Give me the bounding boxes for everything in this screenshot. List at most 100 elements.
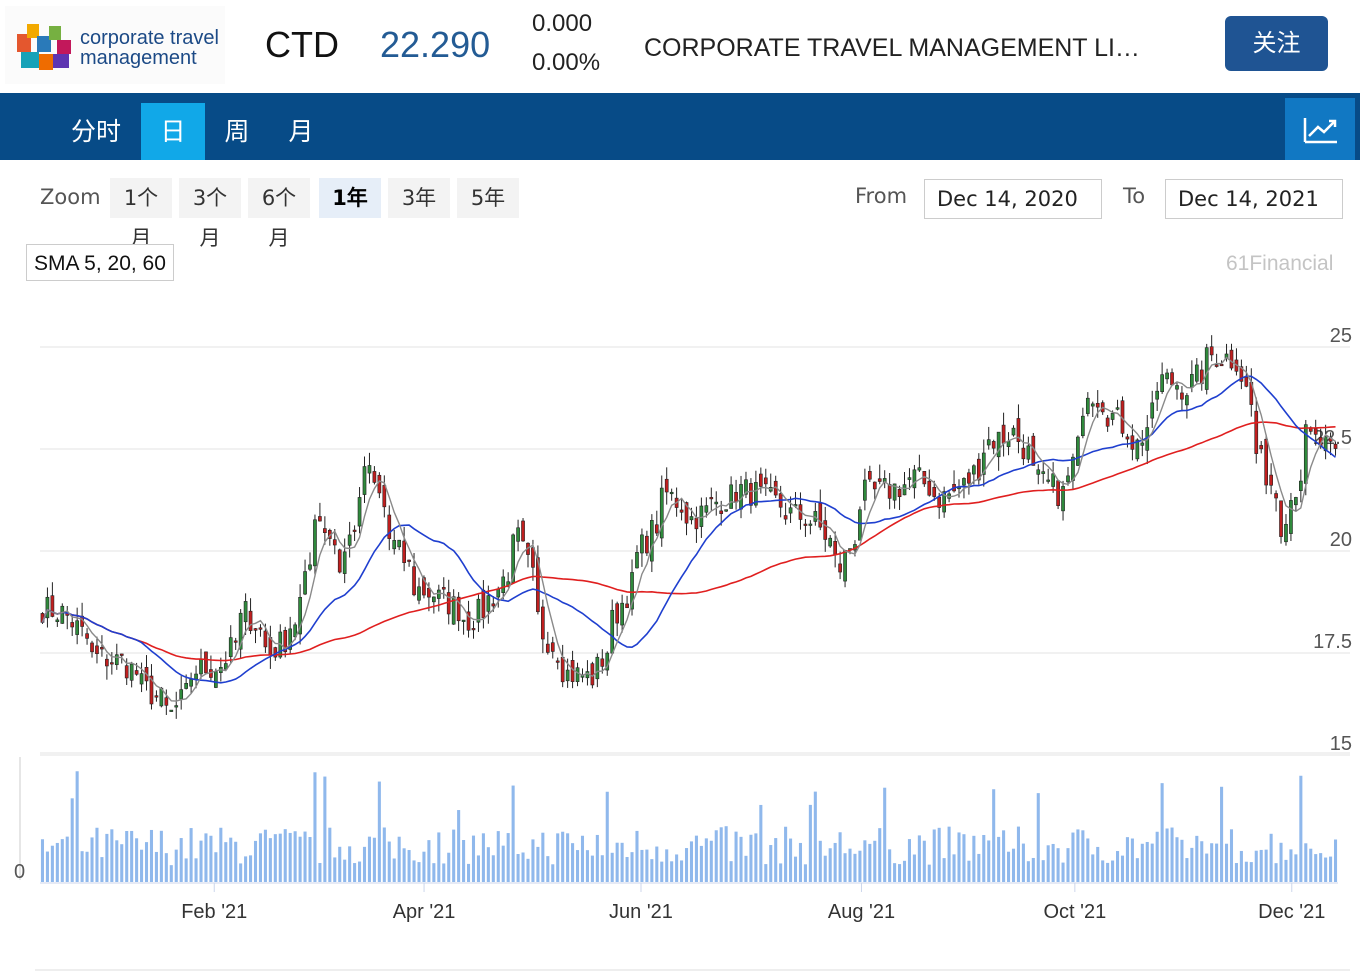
volume-bar [561, 831, 565, 882]
volume-bar [353, 863, 357, 882]
candle-body [372, 471, 377, 483]
candle-body [917, 467, 922, 471]
candle-body [823, 520, 828, 540]
volume-bar [893, 863, 897, 882]
volume-bar [789, 838, 793, 882]
volume-bar [1101, 860, 1105, 882]
sma-indicator-label[interactable]: SMA 5, 20, 60 [26, 244, 174, 281]
candle-body [164, 697, 169, 706]
candle-body [729, 484, 733, 509]
candle-body [303, 571, 307, 595]
candle-body [90, 642, 94, 653]
x-tick-label: Dec '21 [1258, 901, 1325, 923]
candle-body [1110, 413, 1115, 420]
follow-button[interactable]: 关注 [1225, 16, 1328, 71]
volume-bar [1170, 827, 1174, 882]
volume-bar [729, 861, 733, 882]
volume-bar [838, 832, 842, 882]
volume-bar [818, 840, 822, 882]
candle-body [863, 479, 867, 501]
volume-bar [665, 849, 669, 882]
volume-bar [164, 853, 168, 882]
zoom-6m-button[interactable]: 6个月 [248, 178, 310, 250]
candle-body [1160, 374, 1164, 392]
tab-daily[interactable]: 日 [141, 103, 205, 160]
candle-body [986, 439, 991, 446]
company-name: CORPORATE TRAVEL MANAGEMENT LI… [644, 34, 1140, 62]
candle-body [858, 509, 862, 541]
candle-body [694, 517, 699, 530]
volume-bar [1294, 854, 1298, 882]
candle-body [387, 514, 392, 539]
candle-body [1135, 439, 1140, 460]
candle-body [95, 645, 99, 655]
volume-bar [1120, 855, 1125, 882]
from-date-input[interactable]: Dec 14, 2020 [924, 179, 1102, 219]
candle-body [610, 609, 615, 654]
volume-bar [105, 833, 109, 882]
volume-bar [387, 841, 391, 882]
candle-body [100, 647, 104, 650]
sma-60-line [41, 421, 1336, 662]
volume-bar [595, 834, 599, 882]
volume-bar [1096, 846, 1100, 882]
candle-body [55, 619, 60, 622]
volume-bar [179, 838, 183, 882]
zoom-1y-button[interactable]: 1年 [319, 178, 381, 218]
volume-bar [1125, 837, 1129, 882]
zoom-3m-button[interactable]: 3个月 [179, 178, 241, 250]
volume-bar [407, 850, 411, 882]
candle-body [872, 481, 877, 490]
candle-body [461, 619, 466, 622]
volume-bar [1031, 857, 1035, 882]
zoom-3y-button[interactable]: 3年 [388, 178, 450, 218]
candle-body [724, 509, 728, 512]
volume-bar [323, 776, 327, 882]
volume-bar [209, 835, 213, 882]
candle-body [110, 662, 114, 665]
candle-body [972, 465, 976, 475]
chart-type-toggle[interactable] [1285, 98, 1355, 160]
candle-body [1170, 372, 1174, 386]
candle-body [114, 654, 119, 666]
volume-bar [501, 845, 505, 882]
candle-body [521, 520, 525, 542]
volume-bar [977, 853, 981, 882]
volume-bar [1056, 848, 1060, 882]
volume-bar [333, 857, 337, 882]
candle-body [843, 550, 847, 582]
to-date-input[interactable]: Dec 14, 2021 [1165, 179, 1343, 219]
volume-bar [808, 804, 812, 882]
volume-bar [1279, 842, 1283, 882]
volume-bar [1021, 843, 1025, 882]
volume-bar [516, 854, 520, 882]
volume-bar [883, 787, 887, 882]
volume-bar [982, 835, 986, 882]
y-tick-label: 22.5 [1313, 427, 1352, 449]
volume-bar [95, 827, 99, 882]
volume-bar [75, 771, 79, 882]
volume-bar [1135, 858, 1139, 882]
tab-weekly[interactable]: 周 [224, 117, 250, 146]
candle-body [427, 587, 431, 598]
volume-tick-label: 0 [14, 861, 25, 883]
zoom-label: Zoom [40, 185, 101, 209]
tab-intraday[interactable]: 分时 [70, 117, 121, 146]
candle-body [565, 669, 570, 682]
candle-body [531, 547, 535, 568]
candle-body [981, 452, 986, 475]
candle-body [298, 597, 302, 635]
volume-bar [575, 850, 580, 882]
candle-body [1289, 500, 1293, 534]
candle-body [541, 606, 545, 640]
candle-body [486, 595, 491, 612]
zoom-5y-button[interactable]: 5年 [457, 178, 519, 218]
zoom-1m-button[interactable]: 1个月 [110, 178, 172, 250]
tab-monthly[interactable]: 月 [288, 117, 314, 146]
candle-body [1090, 403, 1095, 407]
volume-bar [1026, 861, 1030, 882]
volume-bar [526, 858, 530, 882]
candle-body [199, 658, 203, 675]
volume-bar [833, 842, 837, 882]
candle-body [536, 557, 540, 613]
